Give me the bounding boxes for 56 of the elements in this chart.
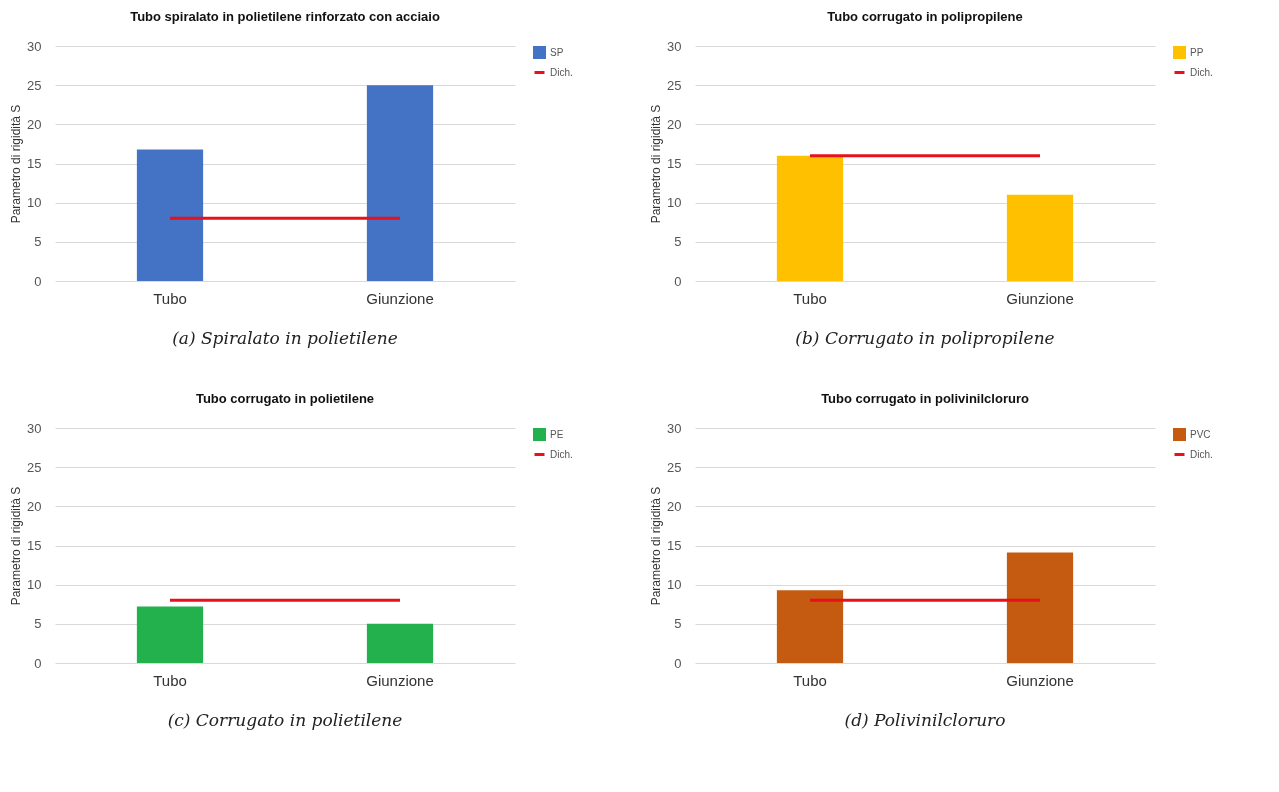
y-tick-label: 25 — [27, 77, 42, 93]
chart-title: Tubo spiralato in polietilene rinforzato con acciaio — [130, 9, 440, 24]
legend-label: Dich. — [550, 66, 573, 78]
legend-label: Dich. — [1190, 448, 1213, 460]
y-tick-label: 15 — [27, 156, 42, 171]
y-tick-label: 25 — [667, 77, 682, 93]
x-tick-label: Tubo — [793, 671, 827, 689]
y-tick-label: 0 — [34, 273, 42, 289]
legend-label: PE — [550, 428, 564, 440]
y-axis-title: Parametro di rigidità S — [649, 104, 664, 224]
x-tick-label: Giunzione — [366, 671, 434, 689]
legend-label: SP — [550, 46, 564, 58]
x-tick-label: Giunzione — [1006, 671, 1074, 689]
y-tick-label: 5 — [34, 234, 42, 250]
y-tick-label: 30 — [27, 420, 42, 436]
y-tick-label: 5 — [34, 616, 42, 632]
legend-label: PP — [1190, 46, 1204, 58]
x-tick-label: Tubo — [793, 289, 827, 307]
y-tick-label: 0 — [34, 655, 42, 671]
text: (c) Corrugato in polietilene — [167, 710, 403, 730]
legend-label: Dich. — [1190, 66, 1213, 78]
chart-title: Tubo corrugato in polipropilene — [827, 9, 1023, 24]
y-tick-label: 5 — [674, 234, 682, 250]
y-tick-label: 20 — [667, 498, 682, 514]
y-tick-label: 0 — [674, 273, 682, 289]
y-tick-label: 15 — [27, 538, 42, 553]
y-tick-label: 15 — [667, 156, 682, 171]
y-tick-label: 10 — [667, 195, 682, 211]
y-tick-label: 10 — [27, 577, 42, 593]
y-axis-title: Parametro di rigidità S — [649, 486, 664, 606]
text: (b) Corrugato in polipropilene — [795, 328, 1055, 348]
y-tick-label: 15 — [667, 538, 682, 553]
chart-title: Tubo corrugato in polietilene — [195, 391, 375, 406]
x-tick-label: Tubo — [153, 289, 187, 307]
text: (d) Polivinilcloruro — [844, 710, 1006, 730]
y-axis-title: Parametro di rigidità S — [9, 104, 24, 224]
y-tick-label: 10 — [27, 195, 42, 211]
x-tick-label: Giunzione — [366, 289, 434, 307]
y-tick-label: 10 — [667, 577, 682, 593]
y-tick-label: 25 — [27, 459, 42, 475]
legend-label: Dich. — [550, 448, 573, 460]
y-tick-label: 20 — [667, 116, 682, 132]
chart-title: Tubo corrugato in polivinilcloruro — [821, 391, 1029, 406]
y-tick-label: 30 — [27, 38, 42, 54]
y-tick-label: 5 — [674, 616, 682, 632]
legend-label: PVC — [1190, 428, 1211, 440]
y-tick-label: 20 — [27, 498, 42, 514]
y-axis-title: Parametro di rigidità S — [9, 486, 24, 606]
text: (a) Spiralato in polietilene — [172, 328, 398, 348]
y-tick-label: 25 — [667, 459, 682, 475]
x-tick-label: Giunzione — [1006, 289, 1074, 307]
x-tick-label: Tubo — [153, 671, 187, 689]
y-tick-label: 30 — [667, 38, 682, 54]
y-tick-label: 0 — [674, 655, 682, 671]
y-tick-label: 30 — [667, 420, 682, 436]
y-tick-label: 20 — [27, 116, 42, 132]
